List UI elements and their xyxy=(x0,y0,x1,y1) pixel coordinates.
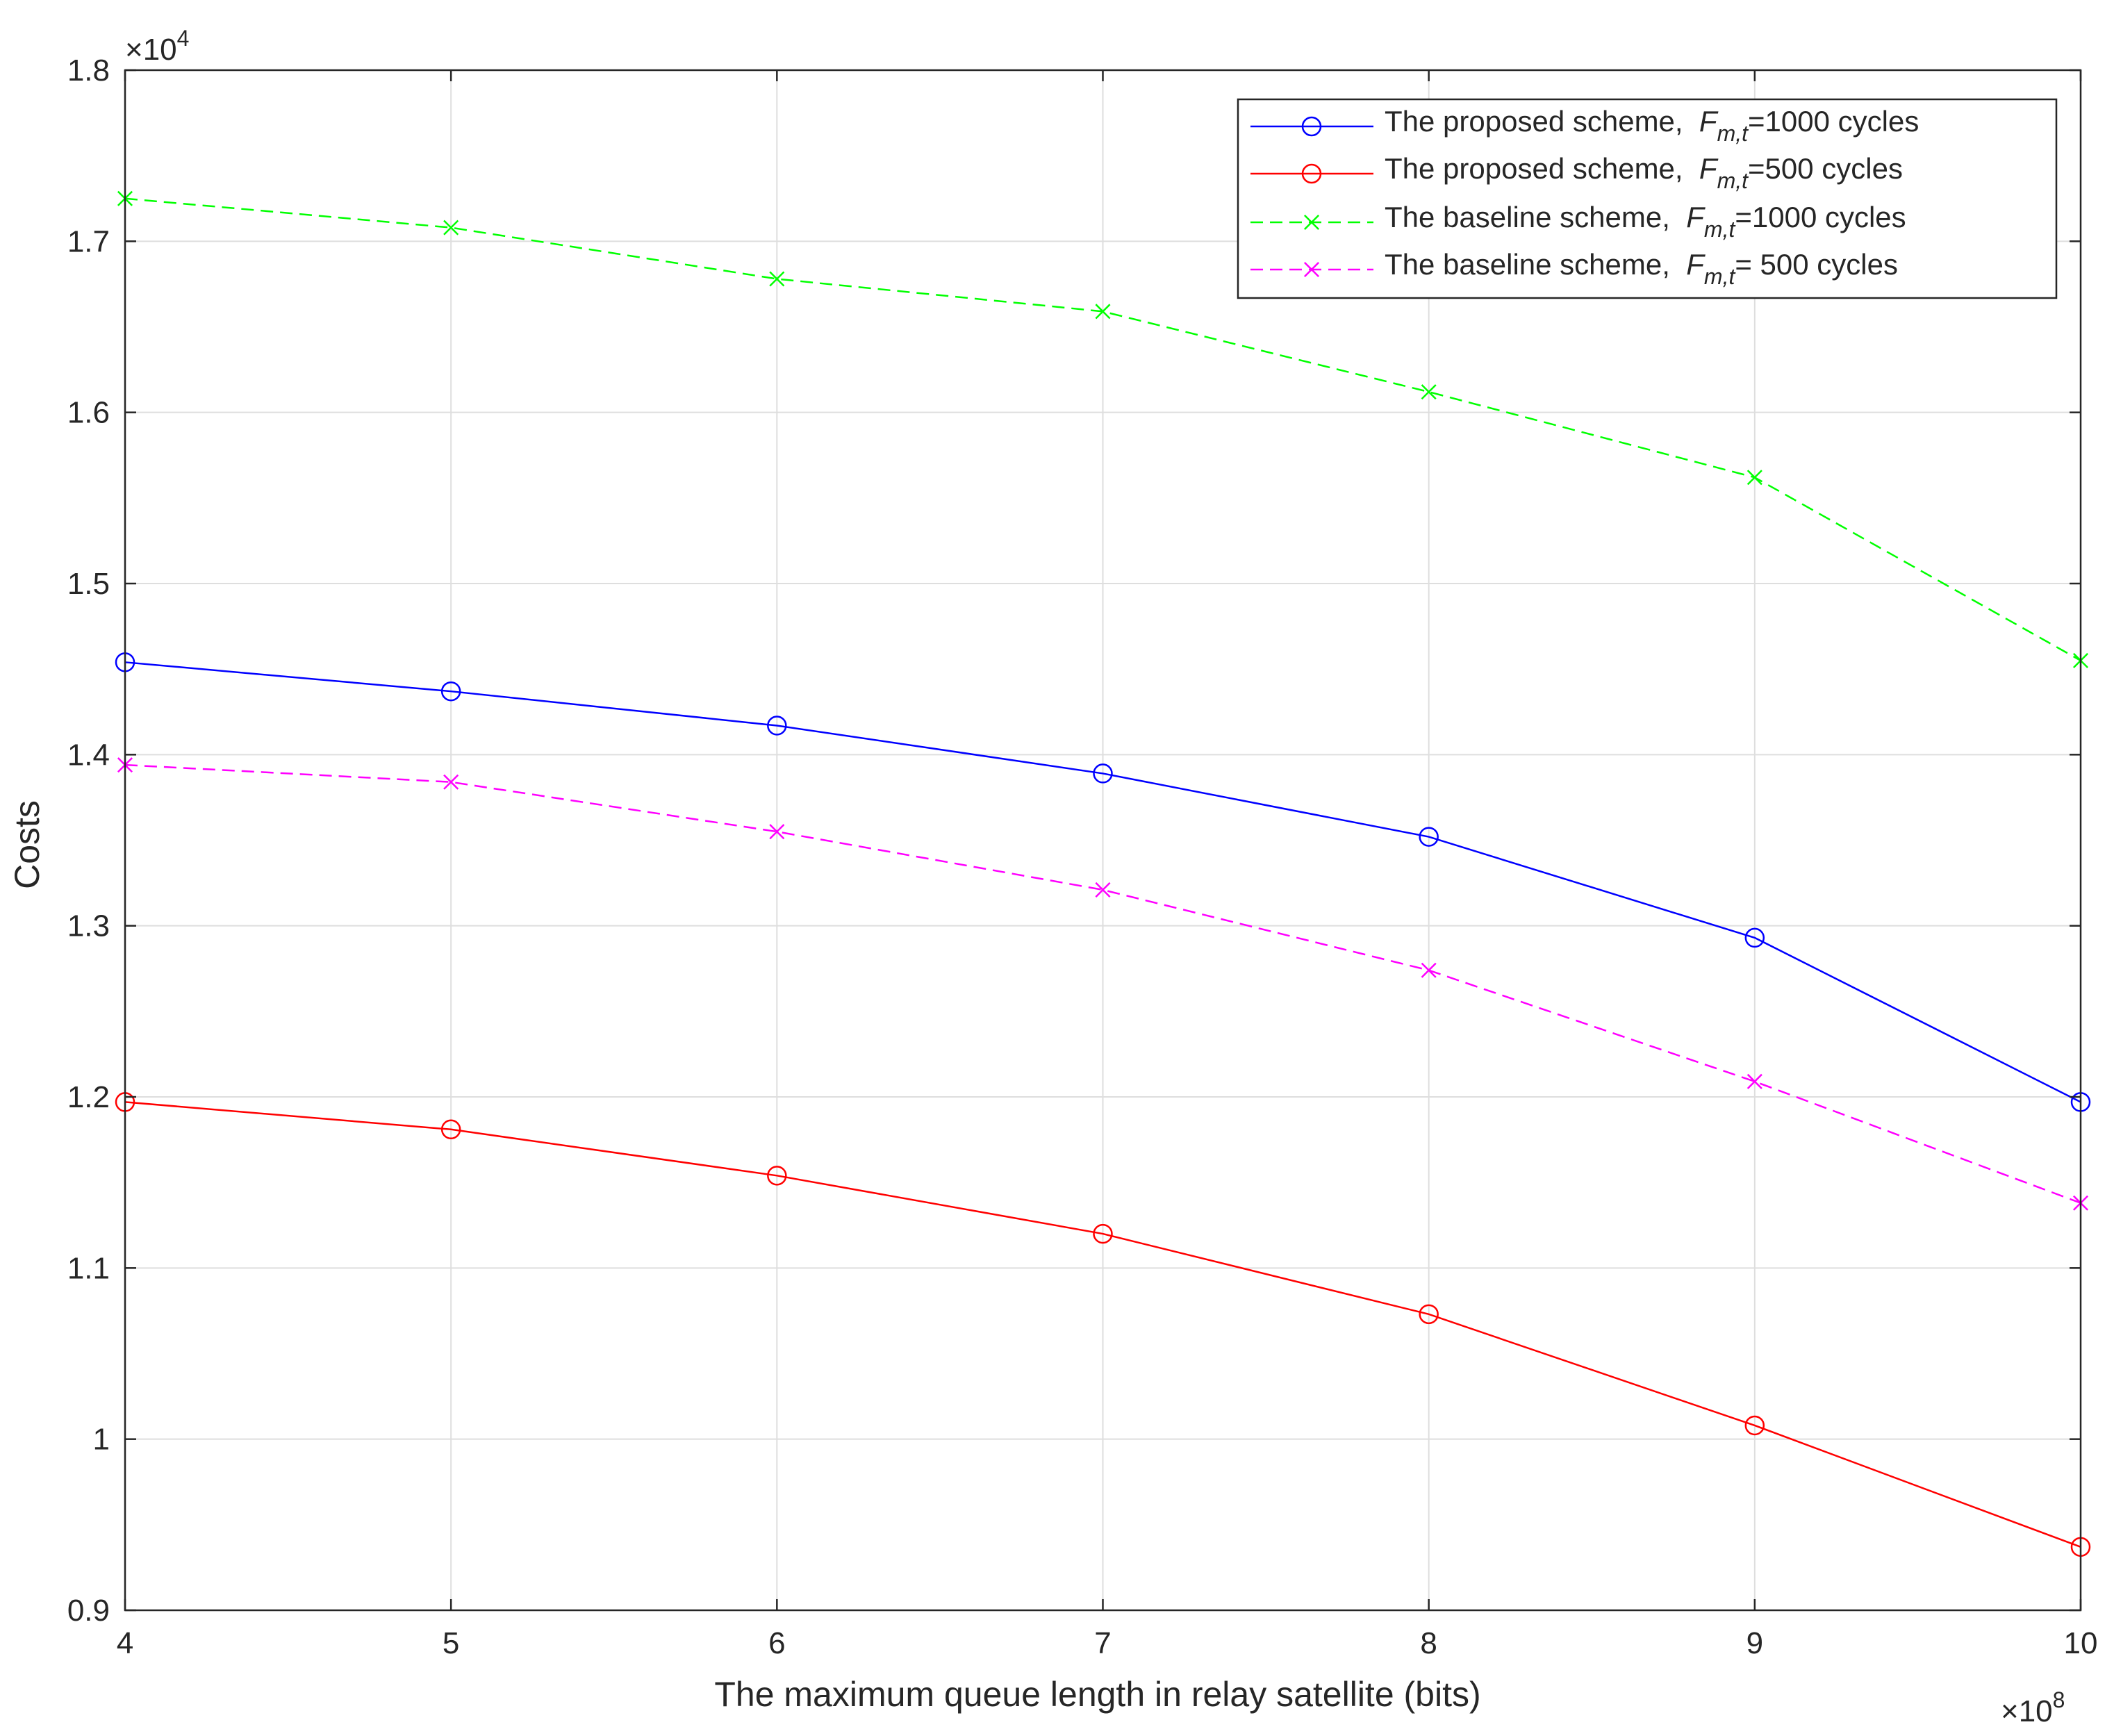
x-tick-label: 9 xyxy=(1746,1626,1763,1660)
y-tick-label: 1.1 xyxy=(67,1251,110,1285)
data-point xyxy=(1093,763,1113,784)
x-multiplier-exponent: 8 xyxy=(2053,1687,2065,1712)
legend-symbol: F xyxy=(1686,201,1706,233)
series-3 xyxy=(117,190,2089,668)
x-tick-label: 8 xyxy=(1420,1626,1437,1660)
data-point xyxy=(769,824,785,840)
legend-prefix: The proposed scheme, xyxy=(1385,152,1683,185)
data-point xyxy=(1095,304,1111,320)
legend-marker xyxy=(1301,116,1322,137)
legend-suffix: =1000 cycles xyxy=(1735,201,1906,233)
data-point xyxy=(443,774,459,790)
data-point xyxy=(1746,470,1762,486)
legend-label: The proposed scheme, Fm,t=500 cycles xyxy=(1385,152,1903,193)
legend-box xyxy=(1237,98,2058,299)
x-tick-label: 7 xyxy=(1094,1626,1111,1660)
data-point xyxy=(1093,1223,1113,1244)
y-multiplier-base: 10 xyxy=(143,33,177,67)
y-tick-label: 1 xyxy=(93,1423,110,1457)
x-marker-stroke xyxy=(1095,882,1111,898)
data-point xyxy=(1419,1304,1439,1325)
legend-prefix: The proposed scheme, xyxy=(1385,105,1683,138)
x-tick-label: 6 xyxy=(768,1626,785,1660)
legend-marker xyxy=(1303,214,1320,231)
x-marker-stroke xyxy=(1095,304,1111,320)
x-marker-stroke xyxy=(1746,1073,1762,1089)
x-marker-stroke xyxy=(1421,384,1437,400)
legend-spacer xyxy=(1683,152,1699,185)
y-tick-label: 1.4 xyxy=(67,738,110,772)
y-tick-label: 1.5 xyxy=(67,567,110,601)
series-layer xyxy=(115,190,2091,1557)
legend-symbol: F xyxy=(1699,152,1719,185)
legend-suffix: =1000 cycles xyxy=(1748,105,1919,138)
svg-text:×108: ×108 xyxy=(2001,1687,2065,1728)
legend-item-3: The baseline scheme, Fm,t=1000 cycles xyxy=(1250,201,1906,242)
y-multiplier-exponent: 4 xyxy=(177,26,190,51)
legend-symbol: F xyxy=(1686,248,1706,281)
series-line xyxy=(124,661,2081,1103)
y-axis-label: Costs xyxy=(8,800,47,889)
legend-suffix: = 500 cycles xyxy=(1735,248,1898,281)
data-point xyxy=(440,681,461,702)
legend-prefix: The baseline scheme, xyxy=(1385,201,1670,233)
data-point xyxy=(1095,882,1111,898)
legend-label: The baseline scheme, Fm,t= 500 cycles xyxy=(1385,248,1898,289)
x-axis-label: The maximum queue length in relay satell… xyxy=(714,1675,1480,1714)
x-axis-multiplier: ×108 xyxy=(2001,1687,2065,1728)
legend-subscript: m,t xyxy=(1717,168,1749,193)
legend-item-4: The baseline scheme, Fm,t= 500 cycles xyxy=(1250,248,1898,289)
x-tick-label: 4 xyxy=(117,1626,133,1660)
data-point xyxy=(440,1119,461,1140)
y-tick-label: 1.8 xyxy=(67,53,110,88)
y-tick-label: 1.7 xyxy=(67,224,110,258)
legend-item-1: The proposed scheme, Fm,t=1000 cycles xyxy=(1250,105,1919,146)
data-point xyxy=(1421,962,1437,978)
data-point xyxy=(767,1166,787,1186)
x-tick-label: 5 xyxy=(443,1626,459,1660)
x-multiplier-base: 10 xyxy=(2019,1694,2053,1728)
x-marker-stroke xyxy=(769,271,785,287)
legend-marker xyxy=(1301,163,1322,184)
data-point xyxy=(769,271,785,287)
x-marker-stroke xyxy=(1303,214,1320,231)
legend-suffix: =500 cycles xyxy=(1748,152,1903,185)
legend-marker xyxy=(1303,261,1320,278)
legend-prefix: The baseline scheme, xyxy=(1385,248,1670,281)
legend-label: The baseline scheme, Fm,t=1000 cycles xyxy=(1385,201,1906,242)
x-marker-stroke xyxy=(1303,261,1320,278)
series-line xyxy=(124,1101,2081,1548)
data-point xyxy=(1419,827,1439,847)
x-tick-label: 10 xyxy=(2064,1626,2098,1660)
y-tick-label: 0.9 xyxy=(67,1594,110,1628)
data-point xyxy=(767,716,787,736)
legend-subscript: m,t xyxy=(1717,121,1749,146)
data-point xyxy=(1746,1073,1762,1089)
legend-item-2: The proposed scheme, Fm,t=500 cycles xyxy=(1250,152,1903,193)
series-4 xyxy=(117,757,2089,1211)
legend-spacer xyxy=(1683,105,1699,138)
data-point xyxy=(1744,1415,1765,1436)
data-point xyxy=(443,220,459,235)
x-marker-stroke xyxy=(443,774,459,790)
legend-subscript: m,t xyxy=(1704,217,1736,242)
x-marker-stroke xyxy=(443,220,459,235)
x-marker-stroke xyxy=(1421,962,1437,978)
legend-label: The proposed scheme, Fm,t=1000 cycles xyxy=(1385,105,1919,146)
x-marker-stroke xyxy=(769,824,785,840)
x-marker-stroke xyxy=(1746,470,1762,486)
legend-subscript: m,t xyxy=(1704,264,1736,289)
y-tick-label: 1.6 xyxy=(67,396,110,430)
y-tick-label: 1.2 xyxy=(67,1080,110,1114)
legend: The proposed scheme, Fm,t=1000 cyclesThe… xyxy=(1237,98,2058,299)
data-point xyxy=(1744,927,1765,948)
y-tick-label: 1.3 xyxy=(67,909,110,943)
data-point xyxy=(1421,384,1437,400)
axis-ticks: 4 5 6 7 8 9 10 0.9 1 1.1 1.2 1.3 1.4 1.5 1.6 1.7 1.8 xyxy=(67,53,2098,1660)
legend-spacer xyxy=(1670,201,1686,233)
legend-symbol: F xyxy=(1699,105,1719,138)
legend-spacer xyxy=(1670,248,1686,281)
